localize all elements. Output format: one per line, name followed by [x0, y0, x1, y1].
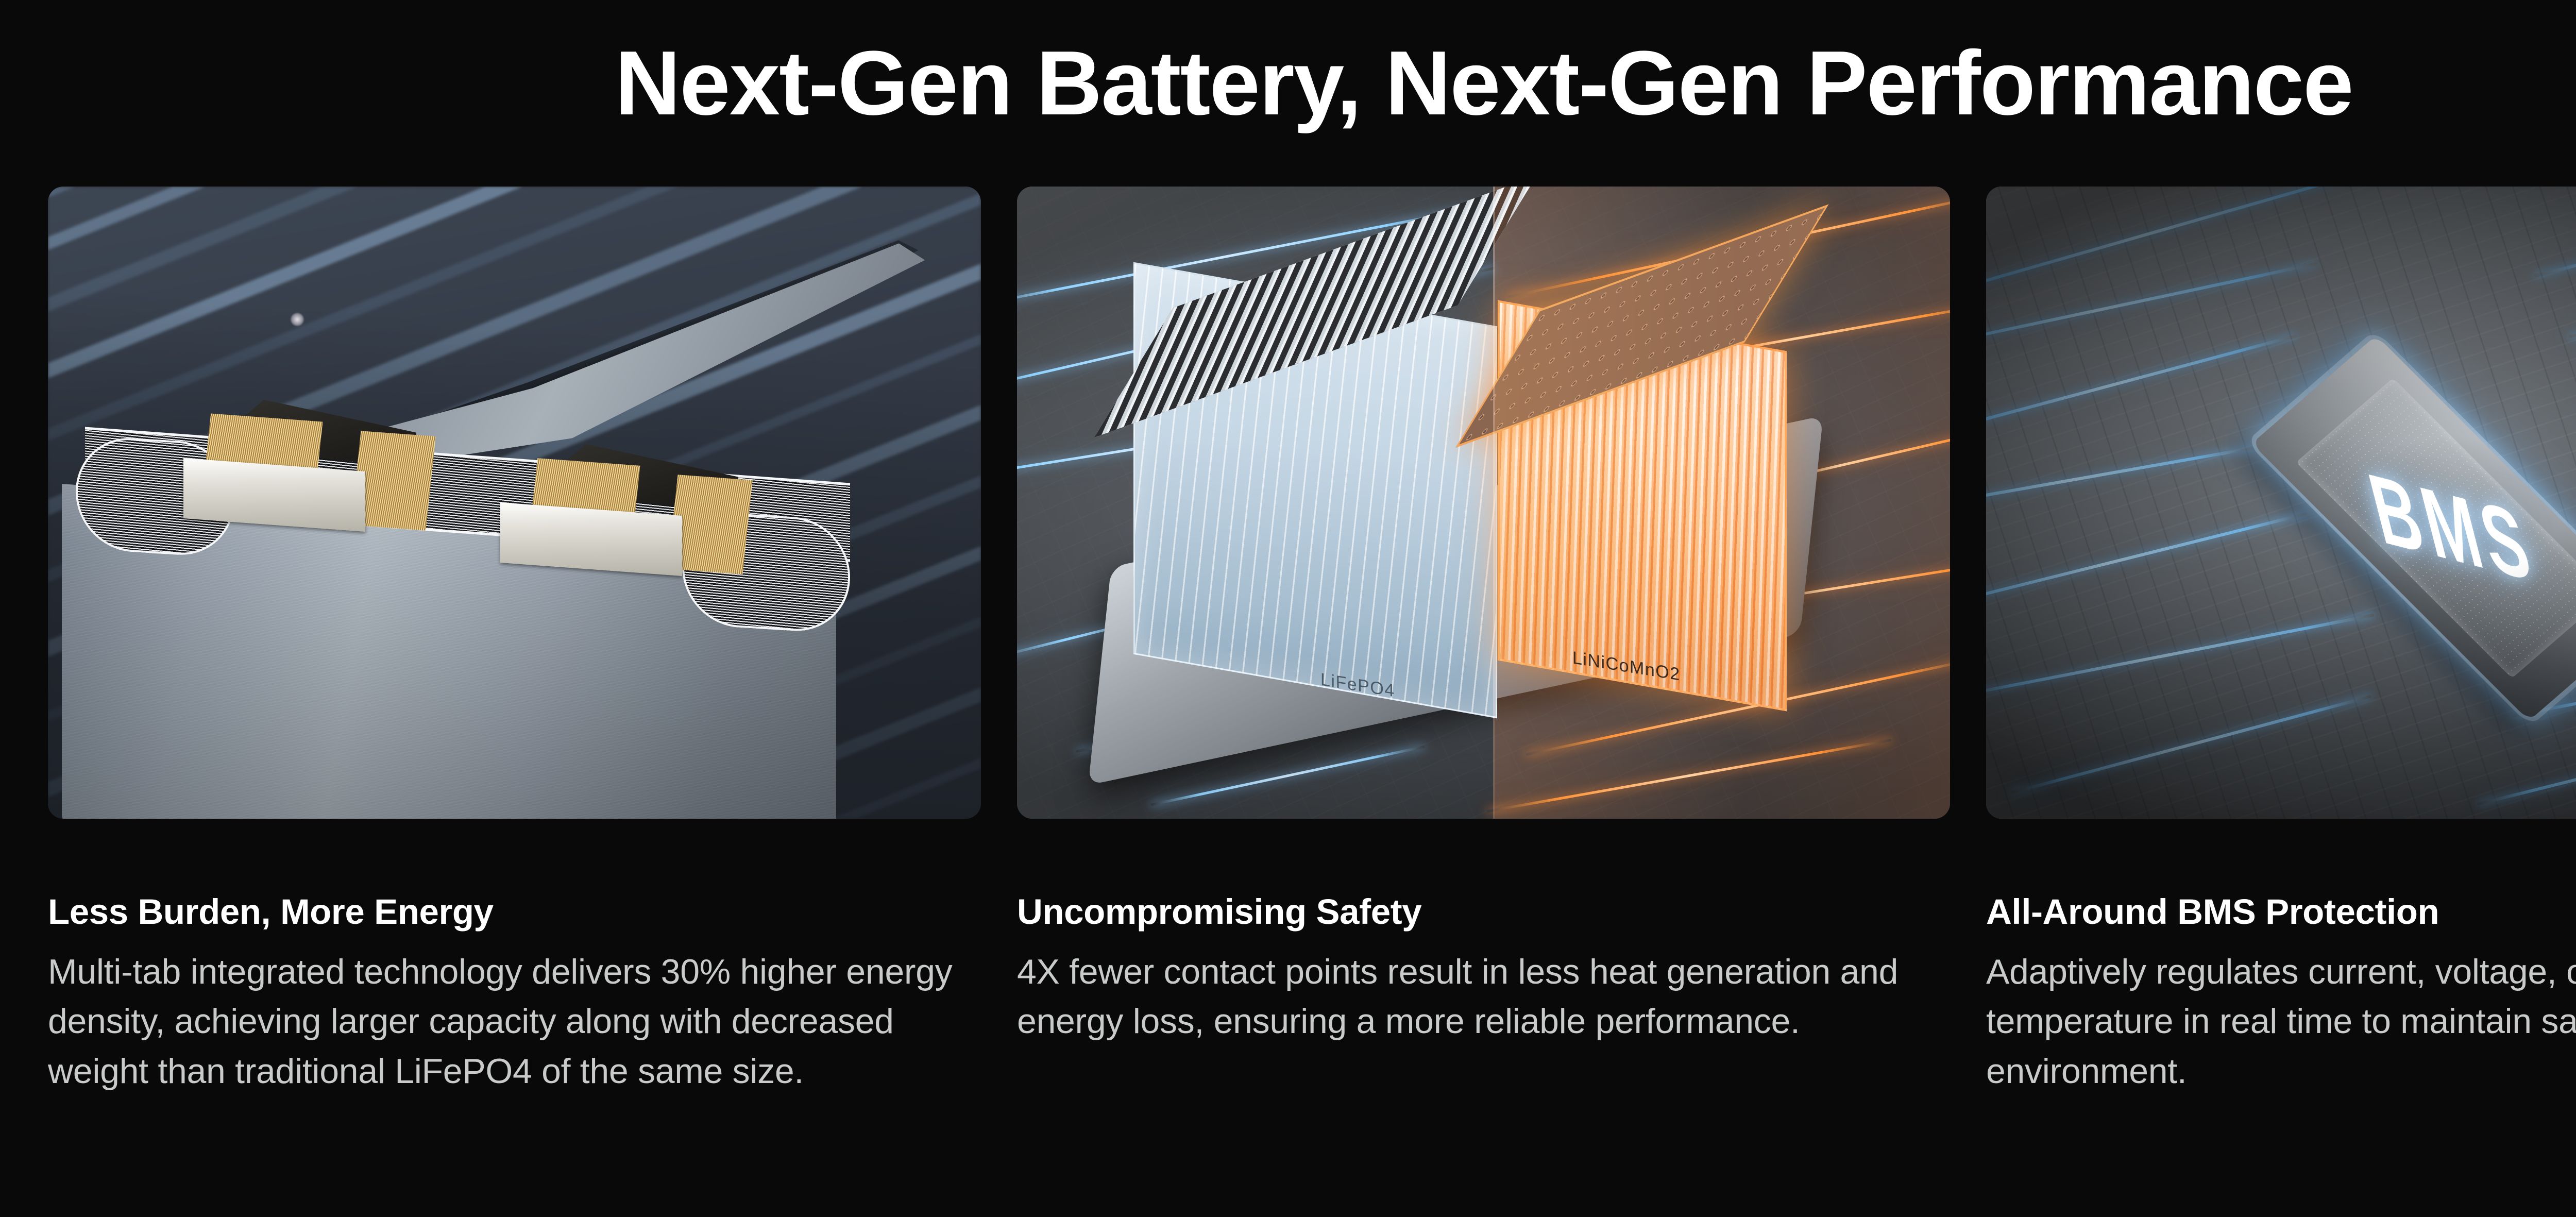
card-body-text: Multi-tab integrated technology delivers…: [48, 952, 953, 1091]
card-image-bms-chip: BMS: [1986, 187, 2576, 819]
feature-card: BMS All-Around BMS Protection Adaptively…: [1986, 187, 2576, 1096]
comparison-divider: [1493, 187, 1495, 819]
backdrop-vignette: [1986, 187, 2576, 819]
card-image-battery-module: LiFePO4 LiNiCoMnO2: [1017, 187, 1950, 819]
feature-card: LiFePO4 LiNiCoMnO2 Uncompromising Safety…: [1017, 187, 1950, 1096]
card-heading: Uncompromising Safety: [1017, 892, 1422, 932]
card-image-battery-jellyroll: [48, 187, 981, 819]
specular-highlight-icon: [290, 313, 304, 327]
card-body-text: 4X fewer contact points result in less h…: [1017, 952, 1899, 1041]
card-heading: All-Around BMS Protection: [1986, 892, 2439, 932]
section-title: Next-Gen Battery, Next-Gen Performance: [615, 32, 2353, 134]
card-body-text: Adaptively regulates current, voltage, o…: [1986, 952, 2576, 1091]
feature-card-grid: Less Burden, More Energy Multi-tab integ…: [48, 187, 2576, 1096]
card-heading: Less Burden, More Energy: [48, 892, 494, 932]
feature-card: Less Burden, More Energy Multi-tab integ…: [48, 187, 981, 1096]
thermal-glow-overlay: [1493, 187, 1950, 819]
